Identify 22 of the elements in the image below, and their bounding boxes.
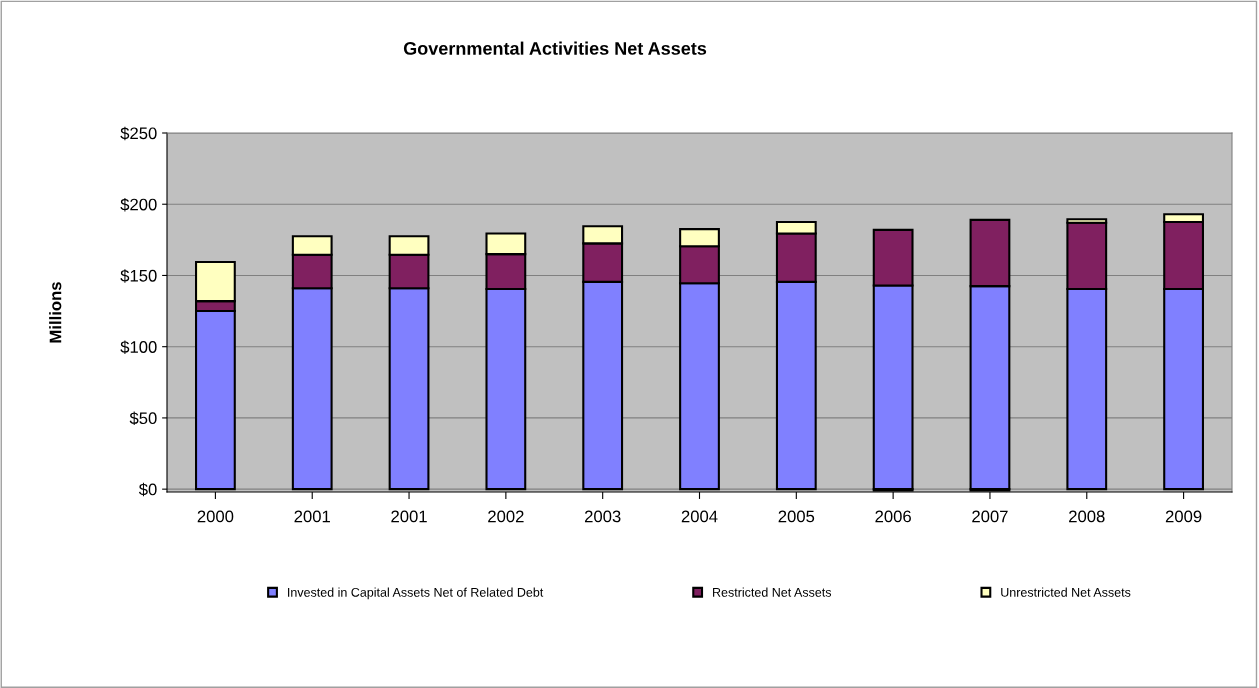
y-tick-label: $50	[129, 411, 157, 426]
y-tick-label: $0	[138, 482, 157, 497]
x-tick-label: 2001	[391, 510, 427, 523]
y-tick-label: $250	[120, 126, 157, 141]
x-tick-label: 2006	[875, 510, 911, 523]
legend-label: Invested in Capital Assets Net of Related Debt	[288, 587, 544, 600]
y-axis-title: Millions	[49, 282, 62, 343]
legend-label: Unrestricted Net Assets	[1001, 587, 1131, 597]
y-tick-label: $150	[120, 269, 157, 283]
x-tick-label: 2004	[681, 510, 718, 523]
x-tick-label: 2009	[1165, 510, 1202, 523]
y-tick-label: $200	[120, 197, 157, 212]
x-tick-label: 2005	[778, 510, 815, 523]
y-tick-label: $100	[120, 340, 157, 354]
x-tick-label: 2002	[488, 510, 524, 523]
legend-label: Restricted Net Assets	[713, 587, 832, 597]
x-tick-label: 2000	[197, 510, 234, 523]
chart-title: Governmental Activities Net Assets	[403, 41, 707, 55]
x-tick-label: 2003	[584, 510, 621, 523]
x-tick-label: 2001	[294, 510, 330, 523]
x-tick-label: 2008	[1069, 510, 1105, 523]
x-tick-label: 2007	[972, 510, 1008, 523]
